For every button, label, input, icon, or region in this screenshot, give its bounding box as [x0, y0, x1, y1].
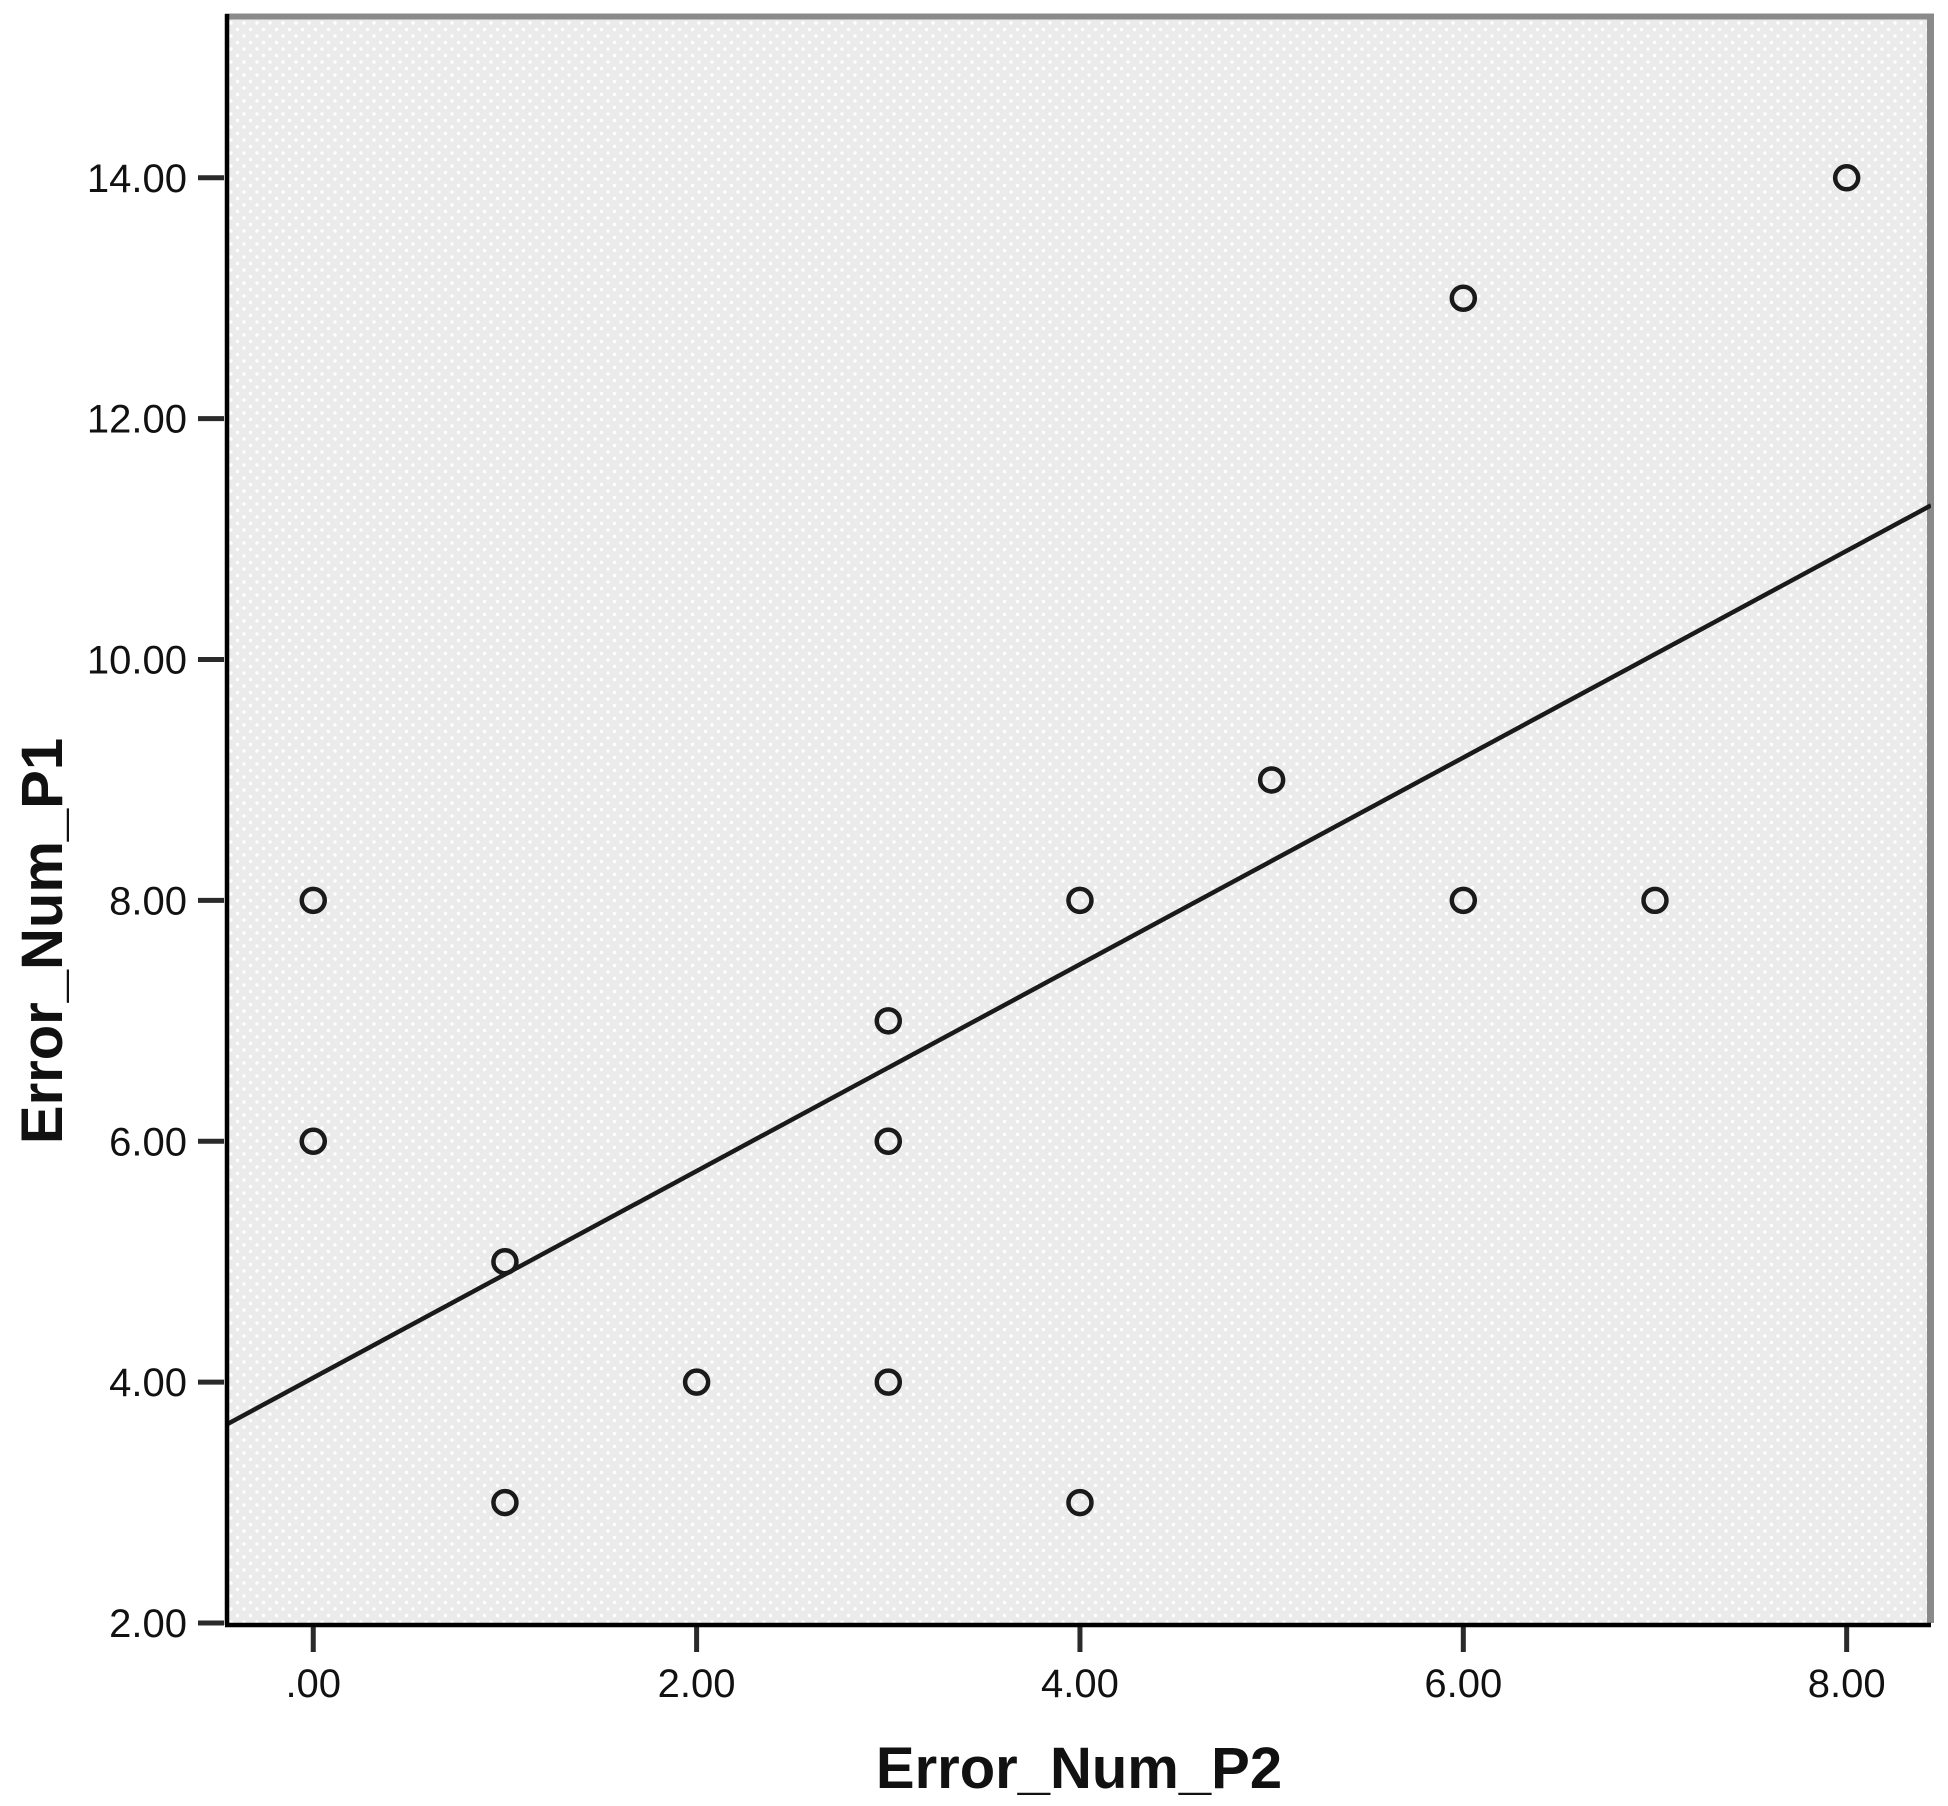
y-axis-title: Error_Num_P1: [10, 738, 75, 1144]
data-point-marker: [299, 886, 328, 915]
data-point-marker: [1641, 886, 1669, 915]
plot-area: [227, 14, 1931, 1623]
x-tick-label: 2.00: [658, 1662, 736, 1706]
y-tick-label: 6.00: [109, 1120, 187, 1164]
data-point-marker: [1449, 886, 1478, 915]
data-point-marker: [874, 1007, 903, 1035]
y-tick-label: 8.00: [109, 879, 187, 923]
x-axis-title: Error_Num_P2: [876, 1736, 1282, 1801]
data-point-marker: [874, 1368, 903, 1396]
y-tick-label: 4.00: [109, 1361, 187, 1405]
y-tick-label: 2.00: [109, 1602, 187, 1646]
data-point-marker: [491, 1488, 519, 1517]
axis-ticks-layer: .00 2.00 4.00 6.00 8.00 2.00 4.00 6.00 8.00 10.00…: [87, 157, 1886, 1706]
data-point-marker: [491, 1247, 519, 1276]
y-tick-label: 10.00: [87, 639, 187, 683]
data-points-layer: [299, 164, 1861, 1517]
data-point-marker: [1832, 164, 1861, 192]
x-tick-label: 6.00: [1424, 1662, 1502, 1706]
data-point-marker: [874, 1127, 903, 1156]
x-tick-label: .00: [285, 1662, 341, 1706]
data-point-marker: [1066, 886, 1094, 915]
y-tick-label: 14.00: [87, 157, 187, 201]
data-point-marker: [1449, 284, 1478, 312]
data-point-marker: [1257, 766, 1286, 794]
data-point-marker: [299, 1127, 328, 1156]
x-tick-label: 4.00: [1041, 1662, 1119, 1706]
y-tick-label: 12.00: [87, 398, 187, 442]
data-point-marker: [1066, 1488, 1094, 1517]
data-point-marker: [682, 1368, 711, 1396]
x-tick-label: 8.00: [1808, 1662, 1886, 1706]
